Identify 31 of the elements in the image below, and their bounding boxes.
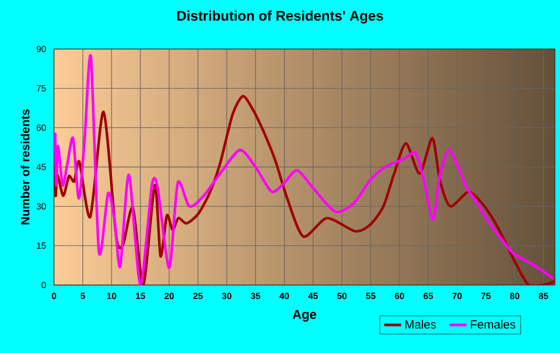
x-tick-label: 45 [308,292,318,300]
x-tick-label: 50 [337,292,347,300]
x-axis-title: Age [292,310,316,322]
x-tick-label: 15 [136,292,146,300]
x-tick-label: 40 [280,292,289,300]
x-tick-label: 20 [164,292,174,300]
line-series [54,56,555,285]
y-tick-label: 45 [36,164,46,170]
y-tick-label: 90 [36,46,46,52]
x-tick-label: 85 [538,292,548,300]
y-tick-label: 0 [42,282,46,288]
legend-label: Females [470,320,516,329]
x-tick-label: 65 [424,292,434,300]
x-tick-label: 60 [394,292,404,300]
x-tick-label: 10 [107,292,116,300]
chart-title: Distribution of Residents' Ages [177,10,383,24]
x-tick-label: 70 [452,292,462,300]
x-tick-label: 75 [481,292,491,300]
x-tick-label: 5 [80,292,86,300]
x-tick-label: 0 [52,292,56,300]
x-tick-label: 55 [366,292,376,300]
y-tick-label: 30 [36,203,46,210]
x-tick-label: 35 [250,292,260,300]
y-axis-title: Number of residents [20,109,30,224]
x-tick-label: 80 [510,292,520,300]
legend-label: Males [405,320,436,329]
x-tick-label: 30 [222,292,232,300]
y-tick-label: 60 [36,124,46,131]
y-tick-label: 15 [36,242,46,249]
y-tick-label: 75 [36,85,46,92]
x-tick-label: 25 [193,292,203,300]
